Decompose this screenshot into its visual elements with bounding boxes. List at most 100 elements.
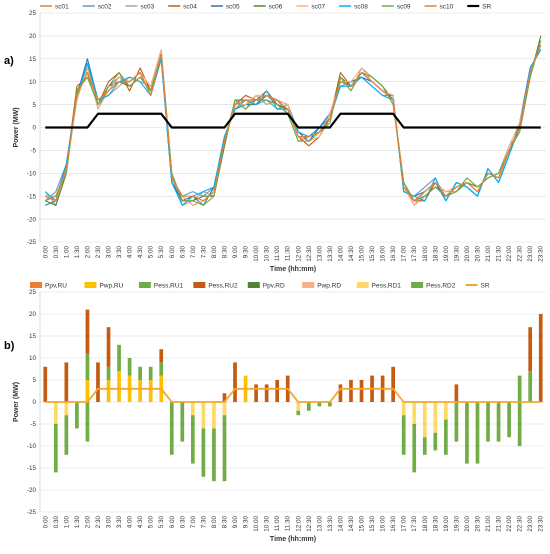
x-tick-label: 20:30 (474, 516, 481, 532)
x-tick-label: 7:00 (190, 246, 197, 259)
bar-pess-ru2 (538, 314, 543, 402)
x-tick-label: 21:30 (496, 246, 503, 262)
x-tick-label: 16:30 (390, 516, 397, 532)
bar-pess-ru2 (359, 380, 364, 402)
y-tick-label: -25 (27, 239, 37, 246)
x-tick-label: 18:30 (432, 516, 439, 532)
y-tick-label: 5 (32, 102, 36, 109)
bar-pess-ru2 (254, 384, 258, 402)
x-tick-label: 16:00 (380, 246, 387, 262)
x-tick-label: 17:00 (401, 246, 408, 262)
bar-pwp-ru (117, 371, 121, 402)
y-tick-label: -20 (27, 216, 37, 223)
y-tick-label: -20 (27, 487, 37, 494)
bar-pess-rd1 (64, 402, 69, 416)
panel-label: b) (4, 340, 15, 352)
y-tick-label: 15 (29, 56, 37, 63)
y-tick-label: 25 (29, 10, 37, 17)
bar-pess-rd2 (422, 437, 427, 455)
x-tick-label: 6:00 (169, 516, 176, 529)
legend-pess-ru1-label: Pess,RU1 (154, 282, 184, 289)
y-tick-label: -10 (27, 443, 37, 450)
bar-pess-rd2 (496, 402, 501, 442)
x-tick-label: 7:30 (200, 246, 207, 259)
bar-pess-rd2 (475, 402, 480, 464)
x-tick-label: 16:30 (390, 246, 397, 262)
bar-pess-rd2 (412, 424, 417, 473)
x-axis-title: Time (hh:mm) (270, 266, 316, 273)
x-tick-label: 21:00 (485, 516, 492, 532)
legend-sc08-label: sc08 (354, 3, 368, 10)
bar-pess-rd1 (201, 402, 206, 429)
x-tick-label: 22:00 (506, 246, 513, 262)
bar-pess-rd1 (53, 402, 58, 424)
legend-sr-label: SR (482, 3, 491, 10)
y-axis-title: Power (MW) (13, 107, 20, 147)
y-tick-label: 0 (32, 399, 36, 406)
bar-pess-rd2 (85, 402, 90, 442)
x-tick-label: 0:30 (53, 246, 60, 259)
legend-pess-ru1-swatch (138, 282, 151, 288)
x-tick-label: 6:30 (179, 516, 186, 529)
bar-pess-rd2 (401, 415, 406, 455)
x-tick-label: 23:30 (538, 246, 545, 262)
x-tick-label: 4:30 (137, 516, 144, 529)
x-tick-label: 2:30 (95, 246, 102, 259)
series-line-sc04 (45, 44, 542, 206)
bar-pess-ru2 (222, 393, 227, 402)
legend-sr-label: SR (481, 282, 490, 289)
bar-pess-rd2 (306, 402, 311, 411)
bar-pess-ru2 (391, 366, 395, 402)
x-tick-label: 1:30 (74, 516, 81, 529)
series-line-sc10 (45, 44, 542, 202)
bar-pwp-ru (148, 380, 153, 402)
y-tick-label: 0 (32, 125, 36, 132)
y-tick-label: 10 (29, 79, 37, 86)
x-tick-label: 8:30 (221, 246, 228, 259)
x-axis-title: Time (hh:mm) (270, 536, 316, 543)
x-tick-label: 1:30 (74, 246, 81, 259)
series-line-sc09 (45, 40, 542, 206)
bar-pess-rd1 (222, 402, 227, 416)
x-tick-label: 2:30 (95, 516, 102, 529)
legend-pess-rd1-label: Pess,RD1 (372, 282, 402, 289)
x-tick-label: 18:30 (432, 246, 439, 262)
series-line-sr (45, 387, 541, 403)
bar-pess-rd2 (222, 415, 227, 482)
bar-pess-rd1 (212, 402, 216, 429)
x-tick-label: 22:30 (517, 246, 524, 262)
x-tick-label: 22:00 (506, 516, 513, 532)
x-tick-label: 9:30 (243, 516, 250, 529)
bar-pess-rd2 (507, 402, 511, 438)
x-tick-label: 21:00 (485, 246, 492, 262)
bar-pess-rd2 (64, 415, 69, 455)
y-tick-label: -5 (30, 148, 36, 155)
y-tick-label: -25 (27, 509, 37, 516)
x-tick-label: 13:00 (316, 246, 323, 262)
x-tick-label: 1:00 (63, 246, 70, 259)
x-tick-label: 5:00 (148, 516, 155, 529)
x-tick-label: 23:30 (538, 516, 545, 532)
x-tick-label: 0:00 (42, 246, 49, 259)
bar-pess-ru2 (349, 380, 353, 402)
y-tick-label: 10 (29, 355, 37, 362)
bar-pess-ru2 (233, 362, 237, 402)
bar-pess-ru1 (127, 358, 132, 376)
legend-pess-ru2-swatch (193, 282, 206, 288)
x-tick-label: 23:00 (527, 246, 534, 262)
x-tick-label: 6:30 (179, 246, 186, 259)
x-tick-label: 5:00 (148, 246, 155, 259)
bar-pess-ru2 (454, 384, 459, 402)
x-tick-label: 17:30 (411, 516, 418, 532)
x-tick-label: 13:30 (327, 516, 334, 532)
x-tick-label: 19:00 (443, 516, 450, 532)
x-tick-label: 19:30 (453, 246, 460, 262)
x-tick-label: 20:00 (464, 246, 471, 262)
bar-pess-ru2 (159, 349, 164, 363)
bar-pess-ru2 (43, 366, 48, 402)
bar-pess-ru2 (528, 327, 533, 372)
legend-sc06-label: sc06 (269, 3, 283, 10)
x-tick-label: 19:30 (453, 516, 460, 532)
x-tick-label: 12:30 (306, 516, 313, 532)
y-axis-title: Power (MW) (13, 382, 20, 422)
